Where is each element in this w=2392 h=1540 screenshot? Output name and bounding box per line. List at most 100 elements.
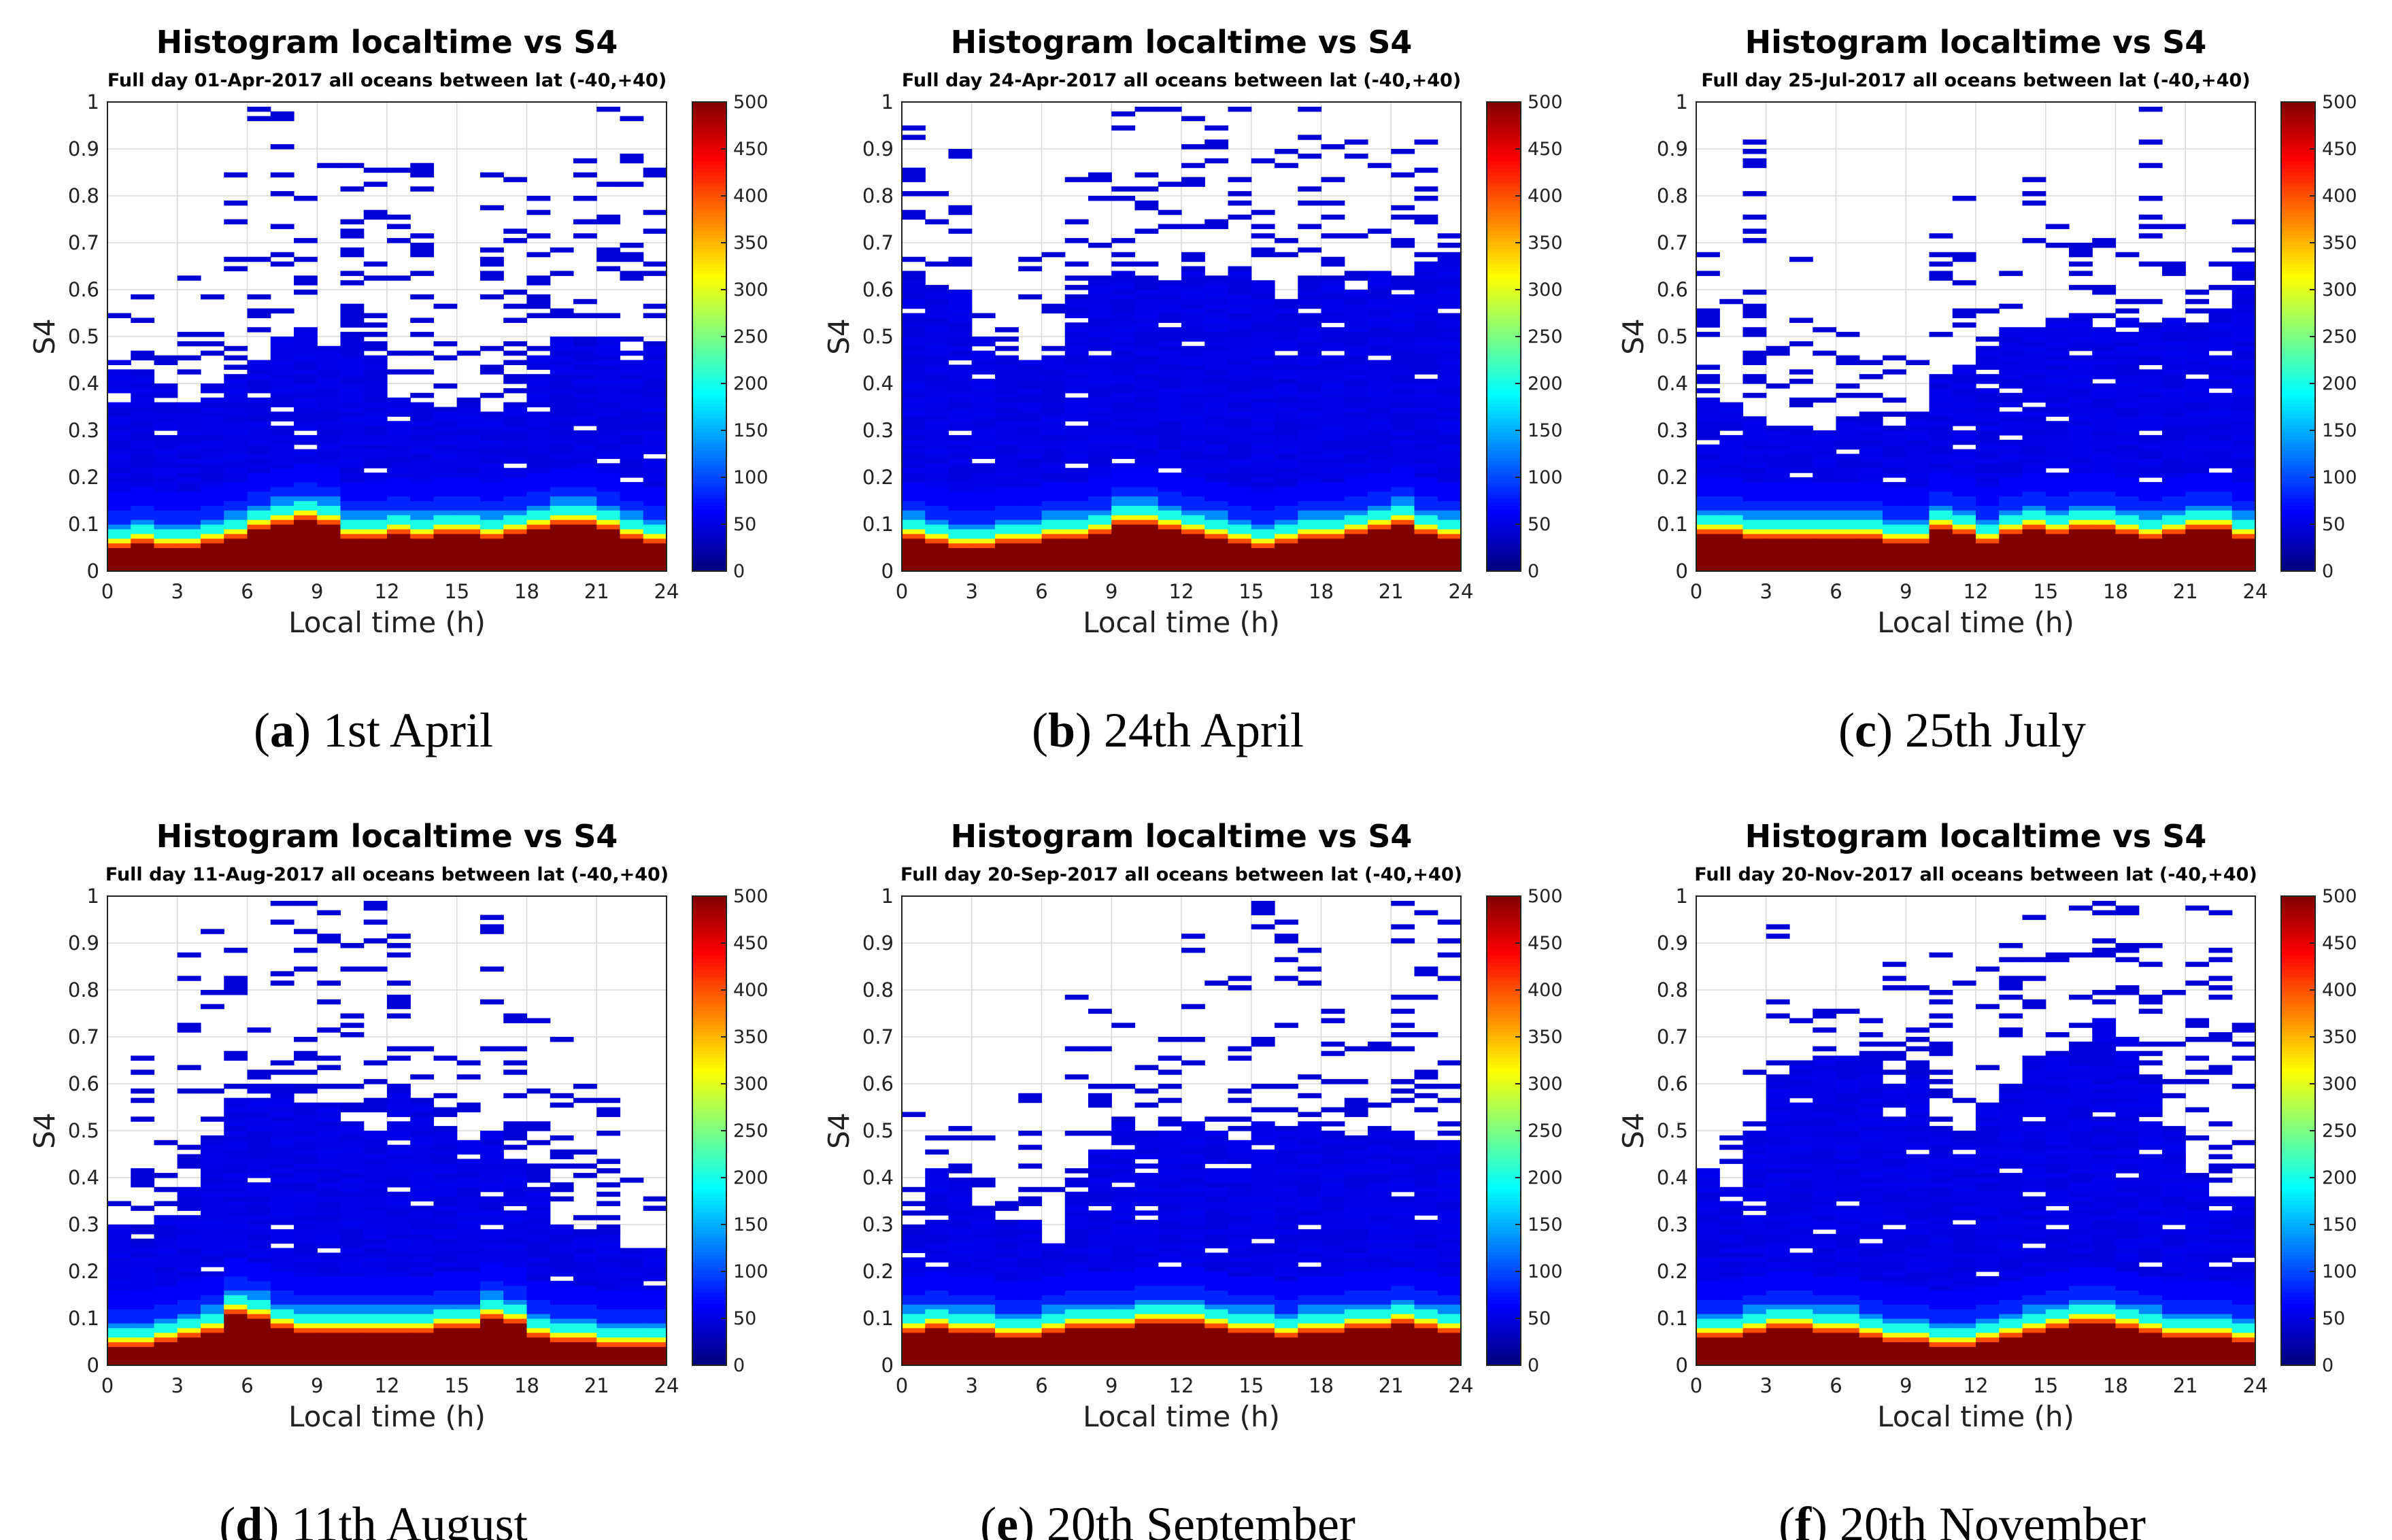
heatmap-cell [1766,547,1790,553]
heatmap-cell [1742,496,1767,502]
colorbar-segment [692,541,726,547]
heatmap-cell [2162,383,2186,389]
heatmap-cell [1344,318,1368,323]
heatmap-cell [643,524,667,530]
heatmap-cell [247,1267,271,1272]
heatmap-cell [1018,430,1043,436]
heatmap-cell [480,566,504,572]
heatmap-cell [1298,106,1322,112]
heatmap-cell [1111,519,1136,525]
colorbar-segment [1487,270,1521,275]
colorbar-segment [1487,300,1521,305]
heatmap-cell [596,463,621,468]
heatmap-cell [620,252,644,258]
heatmap-cell [1298,318,1322,323]
colorbar-segment [2281,197,2315,202]
heatmap-cell [456,397,481,403]
heatmap-cell [131,473,155,478]
heatmap-cell [573,562,597,567]
heatmap-cell [224,1154,248,1159]
heatmap-cell [294,1182,318,1188]
heatmap-cell [2092,430,2117,436]
heatmap-cell [643,172,667,177]
heatmap-cell [1205,364,1229,370]
heatmap-cell [177,1280,201,1286]
heatmap-cell [1789,510,1813,515]
heatmap-cell [1181,430,1205,436]
heatmap-cell [948,337,973,342]
heatmap-cell [1111,426,1136,431]
heatmap-cell [902,172,926,177]
heatmap-cell [1952,383,1976,389]
heatmap-cell [154,1220,178,1225]
heatmap-cell [1134,500,1159,506]
colorbar-segment [692,388,726,392]
colorbar-segment [1487,245,1521,250]
colorbar-segment [692,263,726,268]
heatmap-cell [433,510,458,515]
heatmap-cell [2115,496,2140,502]
heatmap-cell [2045,458,2070,464]
heatmap-cell [1134,369,1159,375]
heatmap-cell [154,1332,178,1338]
heatmap-cell [1134,566,1159,572]
heatmap-cell [387,397,411,403]
heatmap-cell [177,1229,201,1235]
colorbar-segment [692,369,726,374]
heatmap-cell [1859,486,1883,492]
heatmap-cell [1111,337,1136,342]
heatmap-cell [550,463,574,468]
heatmap-cell [902,524,926,530]
heatmap-cell [1111,290,1136,295]
heatmap-cell [1999,515,2023,520]
colorbar-segment [2281,347,2315,352]
heatmap-cell [294,1196,318,1202]
heatmap-cell [2138,566,2163,572]
heatmap-cell [201,1290,224,1296]
heatmap-cell [201,1361,224,1366]
heatmap-cell [1134,261,1159,267]
heatmap-cell [224,500,248,506]
heatmap-cell [2138,298,2163,305]
heatmap-cell [1368,552,1392,558]
heatmap-cell [1929,411,1953,417]
heatmap-cell [2138,416,2163,422]
heatmap-cell [2092,313,2117,318]
heatmap-cell [1321,364,1345,370]
heatmap-cell [2092,407,2117,412]
heatmap-cell [1251,209,1275,216]
heatmap-cell [1859,444,1883,450]
heatmap-cell [224,392,248,398]
heatmap-cell [1696,524,1720,530]
heatmap-cell [2162,224,2186,229]
heatmap-cell [340,519,365,525]
heatmap-cell [247,1027,271,1033]
heatmap-cell [948,402,973,408]
heatmap-cell [1368,566,1392,572]
heatmap-cell [1976,562,2000,567]
heatmap-cell [1742,416,1767,422]
heatmap-cell [1742,139,1767,145]
heatmap-cells [1696,106,2256,572]
heatmap-cell [201,332,224,337]
heatmap-cell [224,486,248,492]
heatmap-cell [1696,481,1720,487]
heatmap-cell [201,990,224,995]
heatmap-cell [1414,388,1438,394]
heatmap-cell [1766,510,1790,515]
heatmap-cell [925,473,949,478]
heatmap-cell [201,411,224,417]
heatmap-cell [107,444,131,450]
heatmap-cell [902,280,926,286]
heatmap-cell [2069,430,2093,436]
heatmap-cell [1883,463,1906,468]
colorbar-segment [692,450,726,455]
heatmap-cell [1696,454,1720,459]
heatmap-cell [1906,463,1930,468]
heatmap-cell [480,528,504,534]
heatmap-cell [1368,383,1392,389]
y-axis-label: S4 [28,318,61,354]
heatmap-cell [2092,345,2117,352]
heatmap-cell [1414,322,1438,328]
heatmap-cell [2045,552,2070,558]
